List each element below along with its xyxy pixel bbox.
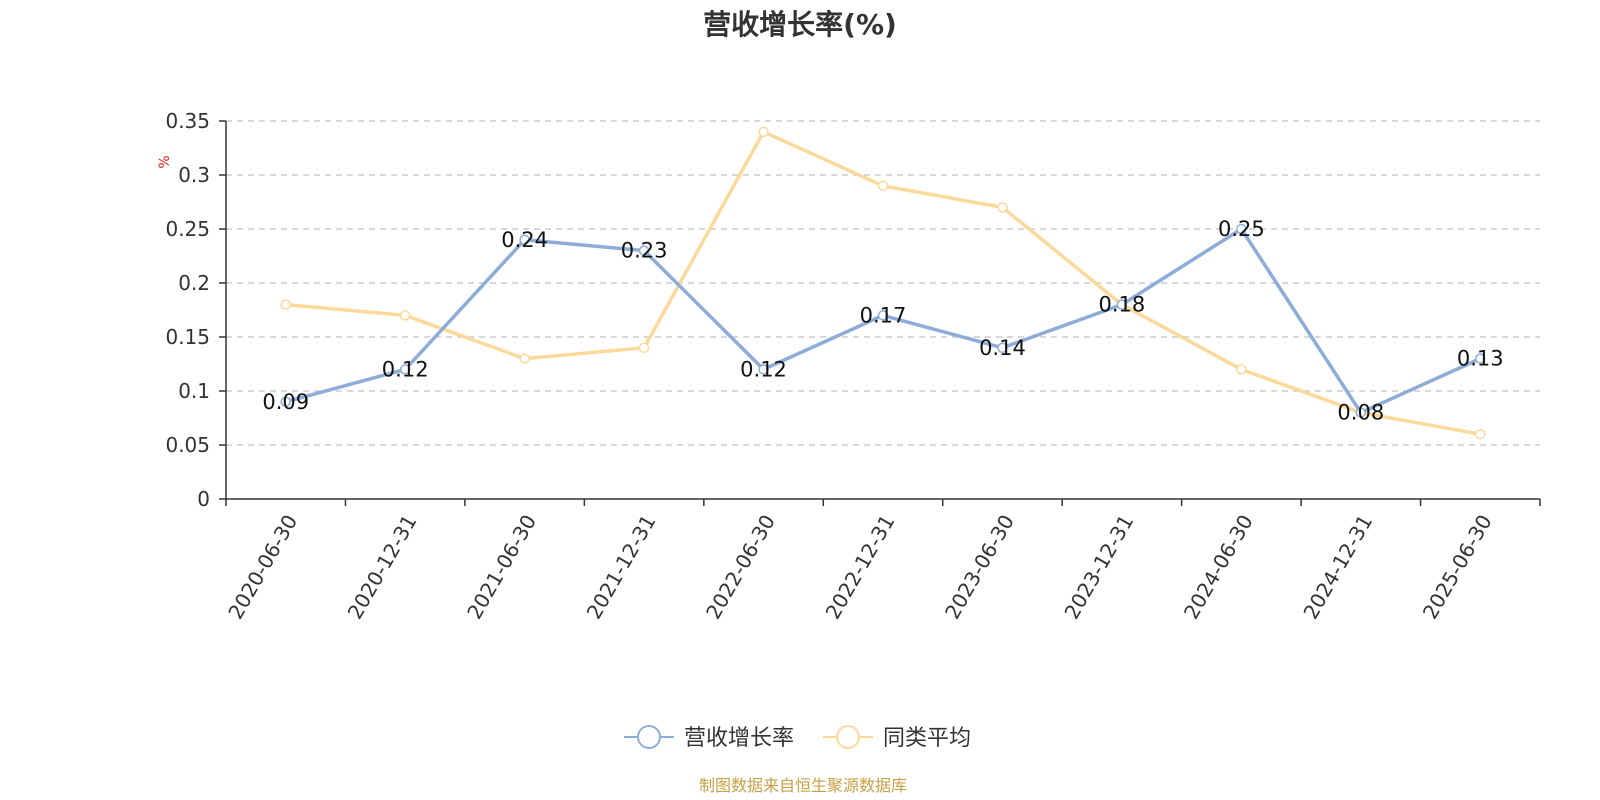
source-note: 制图数据来自恒生聚源数据库: [699, 776, 907, 795]
y-tick-label: 0.2: [178, 271, 210, 295]
y-tick-label: 0.15: [165, 325, 210, 349]
data-point[interactable]: [877, 310, 889, 321]
grid-lines: [226, 120, 1540, 446]
data-point[interactable]: [280, 299, 291, 310]
y-tick-label: 0.25: [165, 217, 210, 241]
x-tick-label: 2020-06-30: [223, 511, 302, 624]
y-tick-label: 0.1: [178, 379, 210, 403]
data-label: 0.12: [740, 357, 787, 381]
data-point[interactable]: [1236, 223, 1247, 235]
y-tick-label: 0.05: [165, 433, 210, 457]
chart-title: 营收增长率(%): [703, 8, 897, 41]
x-tick-label: 2023-06-30: [940, 511, 1019, 624]
data-point[interactable]: [519, 234, 530, 246]
data-point[interactable]: [1355, 407, 1367, 418]
data-point[interactable]: [758, 126, 769, 138]
series-line: [285, 130, 1481, 436]
x-tick-label: 2024-12-31: [1298, 511, 1377, 624]
x-tick-label: 2022-12-31: [821, 511, 900, 624]
data-labels: 0.09 0.12 0.24 0.23 0.12 0.17 0.14 0.18 0.25 0.08…: [262, 217, 1503, 425]
x-tick-label: 2022-06-30: [701, 511, 780, 624]
data-point[interactable]: [519, 353, 530, 364]
x-tick-label: 2021-12-31: [582, 511, 661, 624]
data-point[interactable]: [1475, 428, 1486, 440]
legend-item-2[interactable]: 同类平均: [823, 725, 971, 751]
data-label: 0.23: [621, 239, 668, 263]
x-axis: 2020-06-30 2020-12-31 2021-06-30 2021-12-31…: [223, 498, 1541, 624]
data-point[interactable]: [280, 396, 291, 408]
data-point[interactable]: [638, 245, 650, 256]
series-1: [280, 223, 1486, 418]
x-tick-label: 2025-06-30: [1418, 511, 1497, 624]
y-tick-label: 0.3: [178, 163, 210, 187]
y-tick-label: 0.35: [165, 109, 210, 133]
x-tick-label: 2023-12-31: [1059, 511, 1138, 624]
x-tick-label: 2021-06-30: [462, 511, 541, 624]
data-label: 0.18: [1099, 293, 1146, 317]
data-point[interactable]: [399, 310, 411, 321]
data-label: 0.09: [262, 390, 309, 414]
data-label: 0.24: [501, 228, 548, 252]
data-label: 0.17: [860, 303, 907, 327]
data-point[interactable]: [758, 364, 769, 375]
y-axis-unit-label: %: [157, 155, 173, 168]
data-label: 0.12: [382, 357, 429, 381]
data-point[interactable]: [877, 180, 889, 192]
x-tick-label: 2020-12-31: [343, 511, 422, 624]
legend-item-1[interactable]: 营收增长率: [624, 725, 794, 751]
data-point[interactable]: [997, 342, 1008, 354]
y-axis: 0 0.05 0.1 0.15 0.2 0.25 0.3 0.35: [165, 109, 227, 511]
data-label: 0.13: [1457, 347, 1504, 371]
data-point[interactable]: [1116, 299, 1128, 310]
legend: 营收增长率 同类平均: [624, 725, 971, 751]
data-label: 0.08: [1337, 401, 1384, 425]
legend-marker: [836, 725, 860, 749]
data-point[interactable]: [638, 342, 650, 354]
x-tick-label: 2024-06-30: [1179, 511, 1258, 624]
legend-label: 营收增长率: [684, 726, 794, 751]
data-point[interactable]: [1475, 353, 1486, 364]
legend-label: 同类平均: [883, 726, 971, 751]
data-label: 0.14: [979, 336, 1026, 360]
legend-marker: [637, 725, 661, 749]
data-point[interactable]: [997, 202, 1008, 213]
data-label: 0.25: [1218, 217, 1265, 241]
series-layer: [280, 126, 1486, 440]
data-point[interactable]: [399, 364, 411, 375]
y-tick-label: 0: [197, 487, 210, 511]
data-point[interactable]: [1236, 364, 1247, 375]
